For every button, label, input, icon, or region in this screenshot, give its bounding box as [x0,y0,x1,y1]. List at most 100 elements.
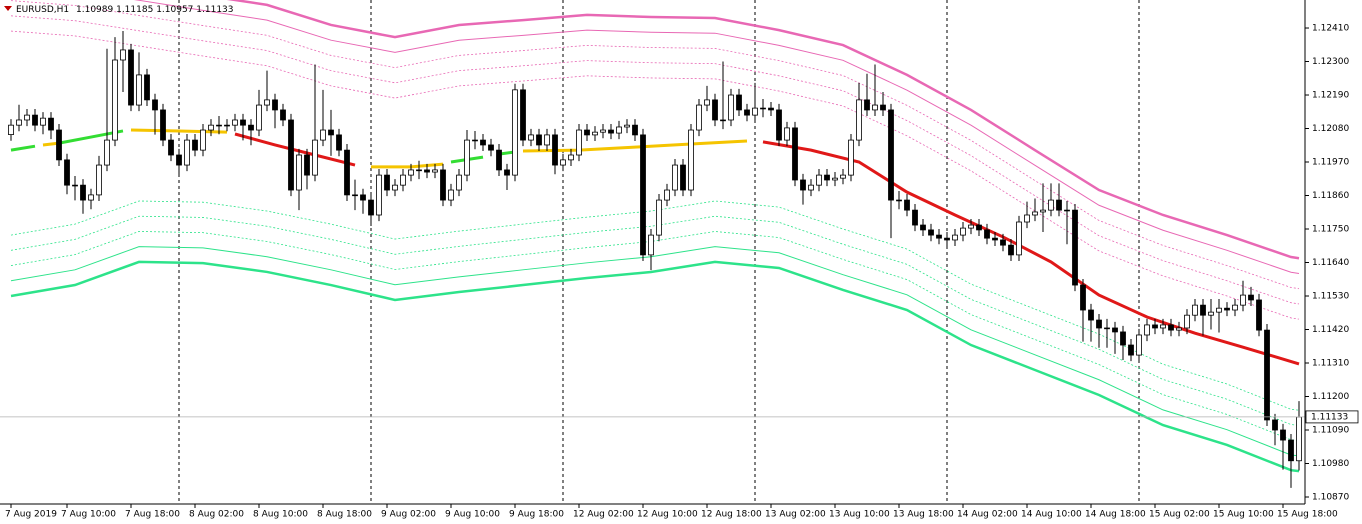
y-tick-label: 1.11090 [1312,425,1349,435]
candle-body [408,169,414,176]
candle-body [456,174,462,191]
candle-body [1280,429,1286,441]
candle-body [296,154,302,191]
candle-body [896,199,902,202]
candle-body [1216,307,1222,313]
candle-body [1168,324,1174,331]
candle-body [960,227,966,236]
candle-body [328,129,334,136]
candle-body [392,184,398,191]
candle-body [64,159,70,186]
candle-body [752,107,758,116]
candle-body [160,109,166,141]
candle-body [744,109,750,116]
moving-average [10,144,36,152]
candle-body [24,114,30,121]
candle-body [736,94,742,111]
candle-body [424,169,430,173]
y-tick-label: 1.11530 [1312,292,1349,302]
open: 1.10989 [76,5,113,15]
x-tick-label: 15 Aug 18:00 [1277,510,1338,520]
candle-body [568,154,574,161]
close: 1.11133 [196,5,233,15]
candle-body [48,117,54,131]
band-line [10,15,1300,305]
candle-body [944,237,950,241]
band-line [10,215,1300,426]
candle-body [1088,309,1094,321]
candle-body [216,124,222,127]
x-tick-label: 12 Aug 02:00 [573,510,634,520]
candle-body [624,124,630,128]
candle-body [584,129,590,136]
candle-body [448,189,454,201]
candle-body [816,174,822,186]
candle-body [680,164,686,191]
candle-body [768,107,774,111]
x-tick-label: 7 Aug 18:00 [125,510,180,520]
x-tick-label: 7 Aug 10:00 [61,510,116,520]
candle-body [120,49,126,61]
candle-body [80,184,86,201]
candle-body [872,104,878,111]
candle-body [712,99,718,121]
candle-body [72,184,78,187]
candle-body [864,99,870,111]
y-tick-label: 1.11750 [1312,225,1349,235]
candle-body [1200,304,1206,316]
candle-body [936,234,942,239]
y-tick-label: 1.11200 [1312,392,1349,402]
candle-body [1048,199,1054,211]
candle-body [1272,419,1278,431]
candle-body [1080,284,1086,311]
candle-body [56,129,62,161]
candle-body [1248,294,1254,301]
candle-body [384,174,390,191]
candle-body [400,174,406,186]
candle-body [360,194,366,201]
low: 1.10957 [156,5,193,15]
candle-body [912,209,918,226]
candle-body [1288,439,1294,462]
candle-body [192,139,198,151]
y-tick-label: 1.12410 [1312,24,1349,34]
candle-body [272,99,278,111]
y-tick-label: 1.11970 [1312,158,1349,168]
candle-body [96,164,102,196]
candle-body [496,149,502,171]
x-tick-label: 13 Aug 18:00 [893,510,954,520]
x-tick-label: 14 Aug 18:00 [1085,510,1146,520]
x-tick-label: 13 Aug 02:00 [765,510,826,520]
candle-body [1000,239,1006,246]
plot-area [0,0,1305,504]
candle-body [416,169,422,172]
candle-body [344,149,350,196]
candle-body [920,224,926,231]
candle-body [32,114,38,126]
candle-body [1056,199,1062,211]
x-tick-label: 14 Aug 10:00 [1021,510,1082,520]
band-line [133,0,1300,274]
candle-body [232,119,238,126]
candle-body [656,199,662,236]
candle-body [600,129,606,133]
x-tick-label: 9 Aug 02:00 [381,510,436,520]
candle-body [1192,304,1198,316]
x-tick-label: 15 Aug 10:00 [1213,510,1274,520]
candle-body [1024,214,1030,223]
y-tick-label: 1.10870 [1312,492,1349,502]
candle-body [632,124,638,136]
candle-body [672,164,678,191]
candle-body [1008,244,1014,256]
candle-body [1208,311,1214,316]
candle-body [280,109,286,121]
candle-body [992,237,998,241]
band-line [10,200,1300,411]
candle-body [536,134,542,146]
candle-body [528,134,534,141]
candle-body [304,154,310,176]
candle-body [1176,327,1182,331]
candle-body [576,129,582,156]
candle-body [1096,319,1102,329]
candle-body [312,139,318,176]
